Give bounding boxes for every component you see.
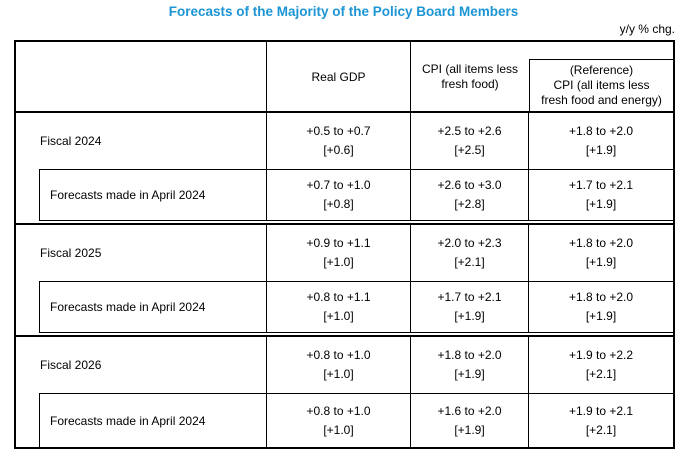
table-header-row: Real GDP CPI (all items less fresh food)… — [16, 42, 673, 113]
gdp-cell: +0.7 to +1.0 [+0.8] — [266, 170, 410, 220]
value-median: [+1.0] — [323, 422, 354, 437]
value-median: [+1.9] — [585, 197, 617, 211]
value-median: [+0.8] — [323, 197, 354, 211]
cpi-cell: +2.5 to +2.6 [+2.5] — [410, 113, 528, 169]
cpi-cell: +1.6 to +2.0 [+1.9] — [410, 394, 528, 447]
reference-cell: +1.7 to +2.1 [+1.9] — [528, 170, 673, 220]
reference-cell: +1.8 to +2.0 [+1.9] — [528, 113, 673, 169]
value-range: +1.8 to +2.0 — [437, 348, 502, 362]
cpi-cell: +2.0 to +2.3 [+2.1] — [410, 225, 528, 281]
value-range: +1.8 to +2.0 — [568, 124, 634, 138]
cpi-cell: +1.7 to +2.1 [+1.9] — [410, 282, 528, 332]
value-range: +0.9 to +1.1 — [306, 236, 371, 250]
value-range: +1.9 to +2.1 — [568, 403, 634, 418]
sub-row-label: Forecasts made in April 2024 — [50, 300, 206, 314]
value-median: [+2.8] — [454, 197, 485, 211]
header-cpi-group: CPI (all items less fresh food) (Referen… — [410, 42, 673, 111]
gdp-cell: +0.8 to +1.0 [+1.0] — [266, 337, 410, 393]
fiscal-row: Fiscal 2026 +0.8 to +1.0 [+1.0] +1.8 to … — [16, 337, 673, 393]
gdp-cell: +0.5 to +0.7 [+0.6] — [266, 113, 410, 169]
header-empty-cell — [16, 42, 266, 111]
value-median: [+2.1] — [585, 422, 617, 437]
fiscal-2025-block: Fiscal 2025 +0.9 to +1.1 [+1.0] +2.0 to … — [16, 225, 673, 337]
value-median: [+1.9] — [585, 143, 617, 157]
cpi-cell: +1.8 to +2.0 [+1.9] — [410, 337, 528, 393]
value-range: +1.9 to +2.2 — [568, 348, 634, 362]
value-range: +1.8 to +2.0 — [568, 290, 634, 304]
cpi-cell: +2.6 to +3.0 [+2.8] — [410, 170, 528, 220]
value-range: +1.7 to +2.1 — [568, 178, 634, 192]
value-median: [+1.9] — [454, 422, 485, 437]
fiscal-2026-block: Fiscal 2026 +0.8 to +1.0 [+1.0] +1.8 to … — [16, 337, 673, 447]
value-range: +0.5 to +0.7 — [306, 124, 371, 138]
value-median: [+2.1] — [454, 255, 485, 269]
header-reference-cpi: (Reference) CPI (all items less fresh fo… — [529, 59, 673, 111]
value-range: +2.0 to +2.3 — [437, 236, 502, 250]
header-cpi: CPI (all items less fresh food) — [421, 61, 519, 91]
row-label: Fiscal 2026 — [40, 358, 102, 372]
sub-row-label: Forecasts made in April 2024 — [50, 188, 206, 202]
value-range: +2.5 to +2.6 — [437, 124, 502, 138]
value-range: +1.8 to +2.0 — [568, 236, 634, 250]
reference-cell: +1.9 to +2.1 [+2.1] — [528, 394, 673, 447]
value-median: [+1.9] — [454, 309, 485, 323]
gdp-cell: +0.8 to +1.1 [+1.0] — [266, 282, 410, 332]
row-label: Fiscal 2025 — [40, 246, 102, 260]
value-range: +2.6 to +3.0 — [437, 178, 502, 192]
page-title: Forecasts of the Majority of the Policy … — [168, 4, 519, 19]
indent-gutter — [16, 393, 39, 447]
value-range: +1.7 to +2.1 — [437, 290, 502, 304]
reference-cell: +1.8 to +2.0 [+1.9] — [528, 282, 673, 332]
value-median: [+1.9] — [454, 367, 485, 381]
value-range: +1.6 to +2.0 — [437, 403, 502, 418]
april-forecast-row: Forecasts made in April 2024 +0.8 to +1.… — [16, 281, 673, 335]
april-forecast-box: Forecasts made in April 2024 +0.8 to +1.… — [39, 393, 673, 447]
value-median: [+1.9] — [585, 255, 617, 269]
reference-cell: +1.9 to +2.2 [+2.1] — [528, 337, 673, 393]
april-forecast-box: Forecasts made in April 2024 +0.7 to +1.… — [39, 169, 673, 221]
value-median: [+2.5] — [454, 143, 485, 157]
april-forecast-row: Forecasts made in April 2024 +0.8 to +1.… — [16, 393, 673, 447]
value-median: [+1.0] — [323, 309, 354, 323]
sub-row-label: Forecasts made in April 2024 — [50, 413, 206, 428]
gdp-cell: +0.9 to +1.1 [+1.0] — [266, 225, 410, 281]
forecast-table: Real GDP CPI (all items less fresh food)… — [14, 40, 675, 449]
value-median: [+1.9] — [585, 309, 617, 323]
indent-gutter — [16, 169, 39, 223]
value-median: [+0.6] — [323, 143, 354, 157]
april-forecast-box: Forecasts made in April 2024 +0.8 to +1.… — [39, 281, 673, 333]
header-real-gdp: Real GDP — [266, 42, 410, 111]
value-range: +0.8 to +1.0 — [306, 348, 371, 362]
indent-gutter — [16, 281, 39, 335]
value-range: +0.8 to +1.0 — [306, 403, 371, 418]
fiscal-row: Fiscal 2025 +0.9 to +1.1 [+1.0] +2.0 to … — [16, 225, 673, 281]
value-range: +0.8 to +1.1 — [306, 290, 371, 304]
row-label: Fiscal 2024 — [40, 134, 102, 148]
fiscal-2024-block: Fiscal 2024 +0.5 to +0.7 [+0.6] +2.5 to … — [16, 113, 673, 225]
reference-cell: +1.8 to +2.0 [+1.9] — [528, 225, 673, 281]
gdp-cell: +0.8 to +1.0 [+1.0] — [266, 394, 410, 447]
value-median: [+1.0] — [323, 367, 354, 381]
fiscal-row: Fiscal 2024 +0.5 to +0.7 [+0.6] +2.5 to … — [16, 113, 673, 169]
value-median: [+1.0] — [323, 255, 354, 269]
value-median: [+2.1] — [585, 367, 617, 381]
value-range: +0.7 to +1.0 — [306, 178, 371, 192]
unit-note: y/y % chg. — [619, 22, 675, 36]
april-forecast-row: Forecasts made in April 2024 +0.7 to +1.… — [16, 169, 673, 223]
